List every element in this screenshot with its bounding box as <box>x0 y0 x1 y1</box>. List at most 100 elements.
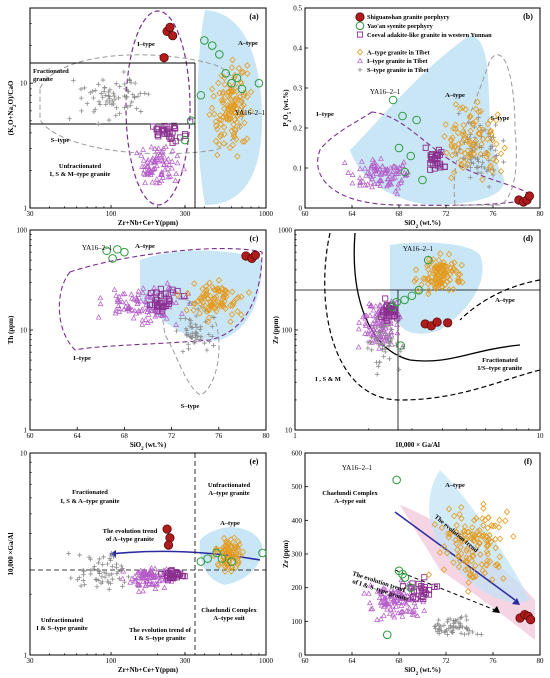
data-point <box>372 180 378 187</box>
data-point <box>153 289 160 296</box>
x-tick-label: 72 <box>168 432 176 440</box>
data-point <box>138 152 145 158</box>
data-point <box>181 293 188 300</box>
data-point <box>222 305 229 312</box>
data-point <box>127 103 133 108</box>
data-point <box>457 147 464 155</box>
label-s-type: S–type <box>491 115 510 122</box>
data-point <box>369 347 374 353</box>
data-point <box>373 170 380 176</box>
data-point <box>384 601 391 607</box>
label-fractionated-2: granite <box>33 76 53 83</box>
data-point <box>155 145 162 151</box>
data-point <box>390 603 396 609</box>
data-point <box>147 289 154 297</box>
data-point <box>383 331 388 336</box>
data-point <box>163 315 170 321</box>
label-a-trend: The evolution trend <box>103 528 158 535</box>
data-point <box>405 596 412 603</box>
data-point <box>135 93 141 99</box>
data-point <box>483 542 490 550</box>
data-point <box>229 141 237 149</box>
data-point <box>415 580 422 587</box>
data-point <box>112 307 119 313</box>
data-point <box>134 106 139 111</box>
panel-f: 60 64 68 72 76 80 0 100 200 300 400 500 600 SiO2 (wt.… <box>282 450 544 677</box>
data-point <box>493 116 500 124</box>
data-point <box>229 288 236 296</box>
legend-label: Coeval adakite-like granite in western Y… <box>367 32 492 39</box>
data-point <box>414 285 424 295</box>
data-point <box>365 590 372 596</box>
data-point <box>113 81 119 86</box>
data-point <box>128 80 134 86</box>
data-point <box>221 290 228 298</box>
data-point <box>358 158 365 164</box>
y-tick-label: 1 <box>24 427 28 435</box>
data-point <box>455 277 463 285</box>
data-point <box>228 310 236 318</box>
data-point <box>481 569 489 577</box>
data-point <box>233 295 241 302</box>
data-point <box>190 306 197 314</box>
data-point <box>111 554 117 560</box>
data-point <box>376 341 381 347</box>
data-point <box>129 575 135 581</box>
data-point <box>422 590 430 597</box>
y-tick-label: 0.1 <box>293 165 302 173</box>
data-point <box>187 334 193 339</box>
data-point <box>476 159 481 164</box>
data-point <box>135 288 142 294</box>
y-tick-label: 1 <box>24 205 28 213</box>
data-point <box>230 298 237 306</box>
data-point <box>223 115 230 123</box>
data-point <box>369 320 376 326</box>
x-tick-label: 10 <box>537 432 545 440</box>
i-type-field <box>125 10 191 206</box>
data-point <box>425 256 433 263</box>
data-point <box>98 91 104 96</box>
data-point <box>244 93 251 101</box>
data-point <box>135 582 142 588</box>
data-point <box>448 260 456 268</box>
data-point <box>235 64 243 72</box>
data-point <box>96 99 102 105</box>
y-tick-label: 10 <box>285 427 293 435</box>
x-tick-label: 60 <box>302 210 310 218</box>
data-point <box>448 141 455 149</box>
data-point <box>120 583 125 589</box>
data-point <box>485 541 492 549</box>
data-point <box>463 155 470 163</box>
label-a-type: A–type <box>495 297 515 304</box>
data-point <box>377 590 384 596</box>
legend-label: I–type granite in Tibet <box>367 58 428 65</box>
data-point <box>369 335 374 340</box>
data-point <box>212 545 220 553</box>
data-point <box>437 278 444 285</box>
data-point <box>148 568 155 574</box>
data-point <box>189 325 195 331</box>
data-point <box>235 545 242 553</box>
data-point <box>453 522 460 529</box>
data-point <box>496 516 503 524</box>
data-point <box>211 304 219 312</box>
data-point <box>181 165 187 172</box>
data-point <box>382 630 392 640</box>
data-point <box>101 89 107 94</box>
data-point <box>372 330 379 336</box>
data-point <box>225 88 233 96</box>
data-point <box>493 122 498 128</box>
data-point <box>427 269 434 277</box>
data-point <box>443 266 451 274</box>
data-point <box>394 190 401 197</box>
label-unfractionated-is-2: I & S–type granite <box>36 625 88 632</box>
data-point <box>453 528 460 536</box>
data-point <box>180 349 186 354</box>
data-point <box>429 161 436 168</box>
data-point <box>108 581 113 586</box>
data-point <box>158 292 165 299</box>
data-point <box>152 565 158 571</box>
data-point <box>221 105 228 112</box>
data-point <box>443 318 453 328</box>
data-point <box>191 280 198 288</box>
